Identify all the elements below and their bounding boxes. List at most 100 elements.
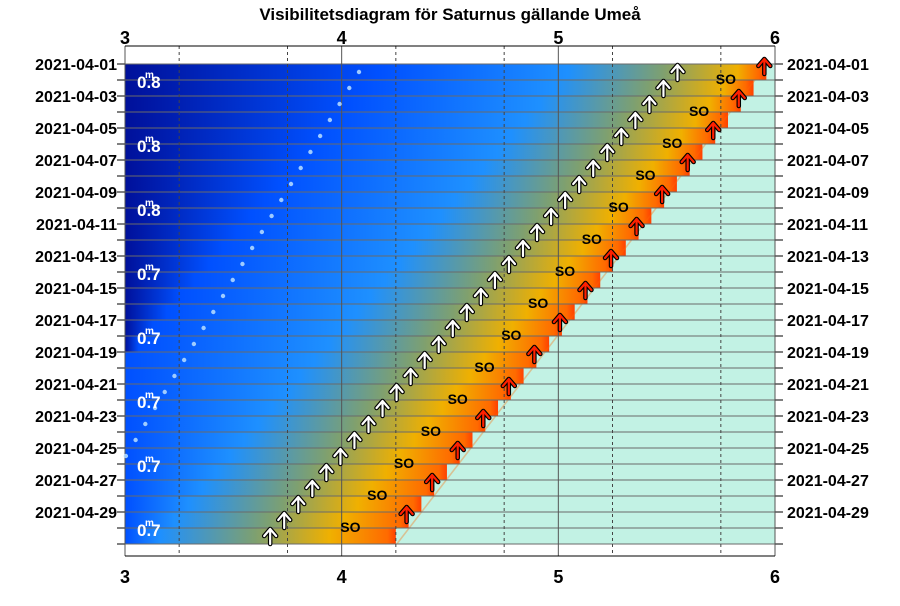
planet-rise-arrow-shaft	[347, 431, 362, 450]
right-date-label: 2021-04-21	[787, 377, 869, 394]
planet-rise-arrow-shaft	[670, 63, 685, 82]
magnitude-unit: m	[145, 198, 154, 209]
sunrise-arrow	[756, 56, 773, 77]
twilight-dot	[347, 85, 352, 91]
planet-rise-arrow-shaft	[529, 223, 545, 242]
planet-rise-arrow	[613, 126, 630, 147]
sunrise-arrow	[475, 408, 492, 429]
sky-band	[125, 368, 524, 385]
left-date-label: 2021-04-19	[35, 345, 117, 362]
planet-rise-arrow-shaft	[586, 159, 601, 178]
sky-band	[125, 144, 703, 161]
sky-band	[125, 112, 729, 129]
so-label: SO	[609, 199, 629, 215]
so-label: SO	[689, 103, 709, 119]
planet-rise-arrow	[458, 302, 476, 323]
so-label: SO	[528, 295, 548, 311]
top-hour-label: 3	[120, 28, 130, 48]
twilight-dot	[201, 325, 206, 331]
sunrise-arrow	[704, 120, 722, 141]
left-date-label: 2021-04-29	[35, 505, 117, 522]
planet-rise-arrow	[290, 494, 307, 515]
twilight-dot	[327, 117, 333, 123]
bottom-hour-label: 5	[553, 567, 563, 587]
left-date-label: 2021-04-27	[35, 473, 117, 490]
planet-rise-arrow	[261, 526, 279, 547]
planet-rise-arrow-shaft	[628, 111, 643, 130]
planet-rise-arrow-shaft	[459, 303, 474, 322]
twilight-dot	[337, 101, 342, 107]
twilight-dot	[143, 421, 148, 427]
sky-band	[125, 64, 767, 81]
planet-rise-arrow-shaft	[319, 463, 334, 482]
so-label: SO	[662, 135, 682, 151]
twilight-dot	[211, 309, 216, 315]
left-date-label: 2021-04-23	[35, 409, 117, 426]
planet-rise-arrow	[570, 174, 588, 195]
sky-band	[125, 448, 460, 465]
sky-band	[125, 208, 652, 225]
twilight-dot	[162, 389, 167, 395]
planet-rise-arrow	[318, 462, 335, 483]
left-date-label: 2021-04-09	[35, 185, 117, 202]
right-date-label: 2021-04-13	[787, 249, 869, 266]
planet-rise-arrow-shaft	[473, 287, 488, 306]
magnitude-unit: m	[145, 262, 154, 273]
twilight-dot	[259, 229, 265, 235]
twilight-dot	[230, 277, 235, 283]
magnitude-label: 0.7	[137, 457, 161, 476]
so-label: SO	[340, 519, 360, 535]
sky-band	[125, 288, 588, 305]
planet-rise-arrow-shaft	[543, 207, 559, 226]
left-date-label: 2021-04-21	[35, 377, 117, 394]
so-label: SO	[474, 359, 494, 375]
twilight-dot	[240, 261, 245, 267]
right-date-label: 2021-04-05	[787, 121, 869, 138]
planet-rise-arrow	[416, 350, 433, 371]
magnitude-unit: m	[145, 326, 154, 337]
twilight-dot	[123, 453, 129, 459]
left-date-label: 2021-04-25	[35, 441, 117, 458]
planet-rise-arrow-shaft	[291, 495, 306, 514]
sky-band	[125, 432, 473, 449]
sky-band	[125, 416, 486, 433]
top-hour-label: 6	[770, 28, 780, 48]
sunrise-arrow-shaft	[476, 409, 491, 428]
planet-rise-arrow-shaft	[417, 351, 432, 370]
planet-rise-arrow	[444, 318, 462, 339]
planet-rise-arrow	[584, 158, 602, 179]
sky-band	[125, 128, 716, 145]
planet-rise-arrow	[641, 94, 658, 115]
sky-band	[125, 384, 511, 401]
twilight-dot	[298, 165, 303, 171]
twilight-dot	[152, 405, 158, 411]
planet-rise-arrow-shaft	[431, 335, 446, 354]
magnitude-label: 0.7	[137, 393, 161, 412]
magnitude-label: 0.7	[137, 521, 161, 540]
planet-rise-arrow	[346, 430, 363, 451]
sky-band	[125, 224, 639, 241]
planet-rise-arrow	[542, 206, 560, 227]
labels-layer: 3 3 4 4 5 5 6 6 2021-04-01 2021-04-01 2021-04-03 20…	[35, 28, 869, 587]
sunrise-arrow-shaft	[552, 313, 568, 332]
so-label: SO	[394, 455, 414, 471]
twilight-dot	[172, 373, 177, 379]
grid-layer	[117, 45, 783, 557]
planet-rise-arrow-shaft	[642, 95, 657, 114]
right-date-label: 2021-04-15	[787, 281, 869, 298]
planet-rise-arrow-shaft	[445, 319, 460, 338]
planet-rise-arrow	[374, 398, 391, 419]
sky-band	[125, 400, 499, 417]
planet-rise-arrow-shaft	[600, 143, 615, 162]
sunrise-arrow-shaft	[578, 281, 593, 300]
sunrise-arrow	[577, 280, 594, 301]
left-date-label: 2021-04-15	[35, 281, 117, 298]
twilight-dot	[356, 69, 362, 75]
left-date-label: 2021-04-05	[35, 121, 117, 138]
twilight-dot	[308, 149, 313, 155]
magnitude-unit: m	[145, 518, 154, 529]
so-label: SO	[716, 71, 736, 87]
planet-rise-arrow	[360, 414, 377, 435]
left-date-label: 2021-04-13	[35, 249, 117, 266]
sunrise-arrow-shaft	[603, 249, 619, 268]
